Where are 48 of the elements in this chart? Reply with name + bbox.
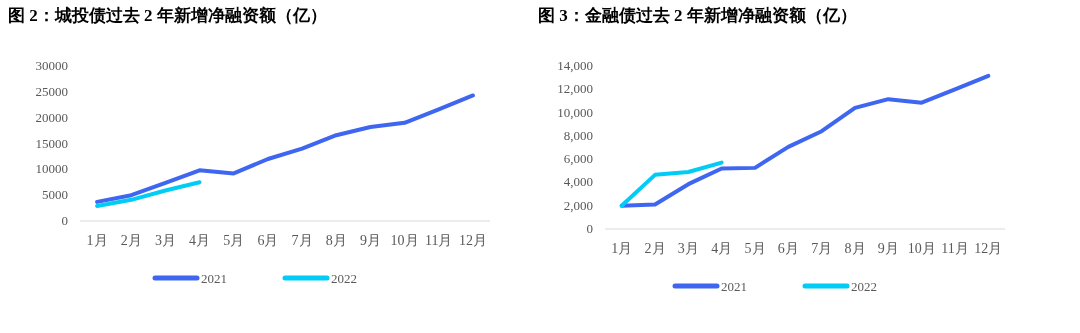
line-series xyxy=(95,93,475,204)
x-tick-label: 7月 xyxy=(811,241,833,256)
x-tick-label: 4月 xyxy=(189,233,211,248)
x-tick-label: 3月 xyxy=(677,241,699,256)
y-tick-label: 10000 xyxy=(35,161,68,177)
y-tick-label: 30000 xyxy=(35,58,68,73)
x-tick-label: 6月 xyxy=(257,233,279,248)
x-tick-label: 12月 xyxy=(458,233,487,248)
x-tick-label: 3月 xyxy=(154,233,176,248)
legend-label: 2022 xyxy=(851,279,877,294)
x-tick-label: 6月 xyxy=(777,241,799,256)
y-tick-label: 10,000 xyxy=(557,104,593,120)
y-tick-label: 25000 xyxy=(35,83,68,99)
legend-label: 2021 xyxy=(721,279,747,294)
y-tick-label: 0 xyxy=(586,221,593,236)
legend-label: 2022 xyxy=(331,271,357,286)
x-tick-label: 8月 xyxy=(844,241,866,256)
x-tick-label: 1月 xyxy=(611,241,633,256)
y-tick-label: 6,000 xyxy=(563,151,593,167)
x-tick-label: 5月 xyxy=(223,233,245,248)
x-tick-label: 4月 xyxy=(711,241,733,256)
y-tick-label: 2,000 xyxy=(563,197,593,213)
x-tick-label: 12月 xyxy=(974,241,1003,256)
y-tick-label: 5000 xyxy=(42,187,68,203)
line-series xyxy=(619,160,724,208)
x-tick-label: 10月 xyxy=(907,241,936,256)
y-tick-label: 15000 xyxy=(35,135,68,151)
x-tick-label: 9月 xyxy=(359,233,381,248)
chart-title: 图 2：城投债过去 2 年新增净融资额（亿） xyxy=(8,5,327,27)
chart-title: 图 3：金融债过去 2 年新增净融资额（亿） xyxy=(538,5,857,27)
x-tick-label: 9月 xyxy=(877,241,899,256)
x-tick-label: 11月 xyxy=(425,233,453,248)
y-tick-label: 20000 xyxy=(35,109,68,125)
y-tick-label: 0 xyxy=(61,213,68,228)
y-tick-label: 8,000 xyxy=(563,127,593,143)
y-tick-label: 14,000 xyxy=(557,58,593,73)
x-tick-label: 2月 xyxy=(120,233,142,248)
x-tick-label: 10月 xyxy=(390,233,419,248)
x-tick-label: 7月 xyxy=(291,233,313,248)
y-tick-label: 4,000 xyxy=(563,174,593,190)
x-tick-label: 8月 xyxy=(325,233,347,248)
x-tick-label: 1月 xyxy=(86,233,108,248)
x-tick-label: 11月 xyxy=(941,241,969,256)
x-tick-label: 2月 xyxy=(644,241,666,256)
y-tick-label: 12,000 xyxy=(557,81,593,97)
x-tick-label: 5月 xyxy=(744,241,766,256)
line-series xyxy=(95,180,202,209)
legend-label: 2021 xyxy=(201,271,227,286)
